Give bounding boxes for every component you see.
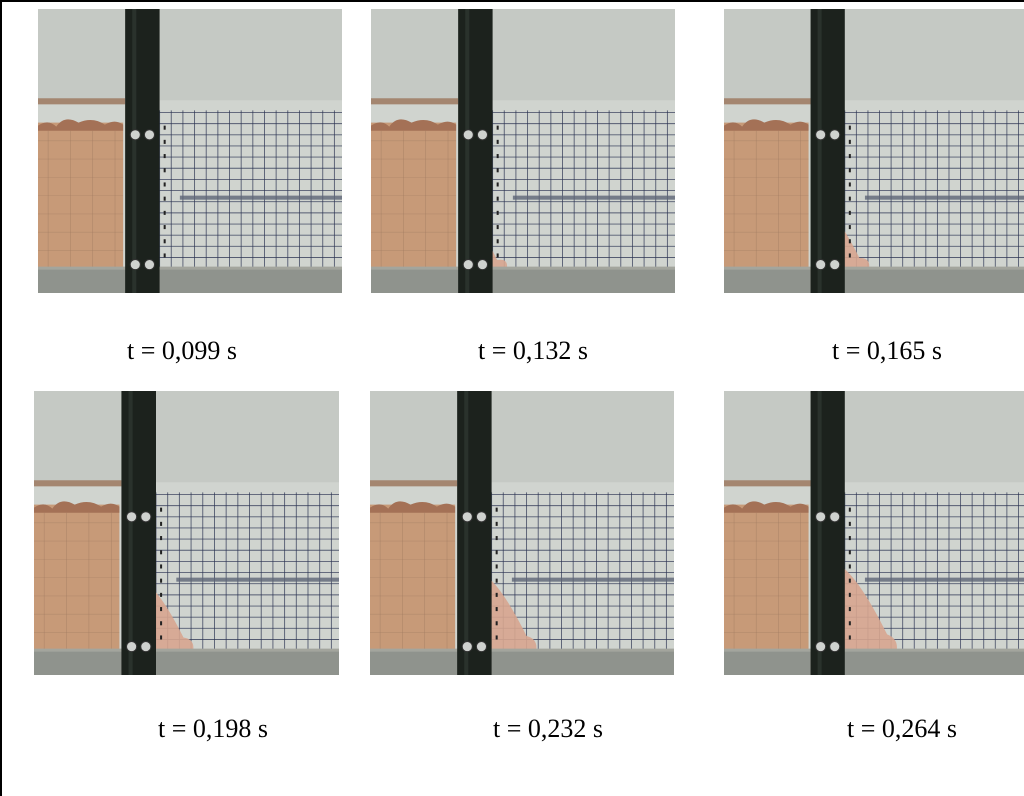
tank-floor [371,269,675,293]
time-caption-1: t = 0,099 s [32,336,332,366]
sediment-column [371,123,456,275]
bolt [130,130,140,140]
experiment-photo-4 [34,391,339,675]
gate-post [125,9,159,293]
time-caption-2: t = 0,132 s [383,336,683,366]
bolt [816,260,826,270]
bolt [144,260,154,270]
bolt [816,642,826,652]
bolt [144,130,154,140]
experiment-photo-5 [370,391,674,675]
gate-post [457,391,491,675]
bolt [830,512,840,522]
photo-scene [724,391,1024,675]
sediment-column [370,505,455,657]
bolt [477,260,487,270]
bolt [130,260,140,270]
bolt [127,512,137,522]
tank-floor [724,651,1024,675]
tank-floor [34,651,339,675]
time-caption-6: t = 0,264 s [752,714,1024,744]
sediment-column [38,123,123,275]
bolt [830,260,840,270]
tank-floor [724,269,1024,293]
bolt [830,642,840,652]
experiment-photo-2 [371,9,675,293]
bolt [462,642,472,652]
photo-scene [370,391,674,675]
bolt [463,130,473,140]
bolt [463,260,473,270]
bolt [830,130,840,140]
photo-scene [38,9,342,293]
bolt [476,642,486,652]
experiment-photo-3 [724,9,1024,293]
bolt [127,642,137,652]
experiment-photo-6 [724,391,1024,675]
time-caption-5: t = 0,232 s [398,714,698,744]
bolt [141,642,151,652]
gate-post [121,391,156,675]
bolt [816,512,826,522]
photo-scene [34,391,339,675]
tank-floor [370,651,674,675]
bolt [816,130,826,140]
gate-post [811,391,845,675]
sediment-column [724,123,809,275]
bolt [477,130,487,140]
time-caption-3: t = 0,165 s [737,336,1024,366]
bolt [141,512,151,522]
tank-floor [38,269,342,293]
gate-post [458,9,492,293]
sediment-column [34,505,119,657]
sediment-column [724,505,809,657]
bolt [476,512,486,522]
bolt [462,512,472,522]
photo-scene [371,9,675,293]
gate-post [811,9,845,293]
experiment-photo-1 [38,9,342,293]
photo-scene [724,9,1024,293]
time-caption-4: t = 0,198 s [63,714,363,744]
